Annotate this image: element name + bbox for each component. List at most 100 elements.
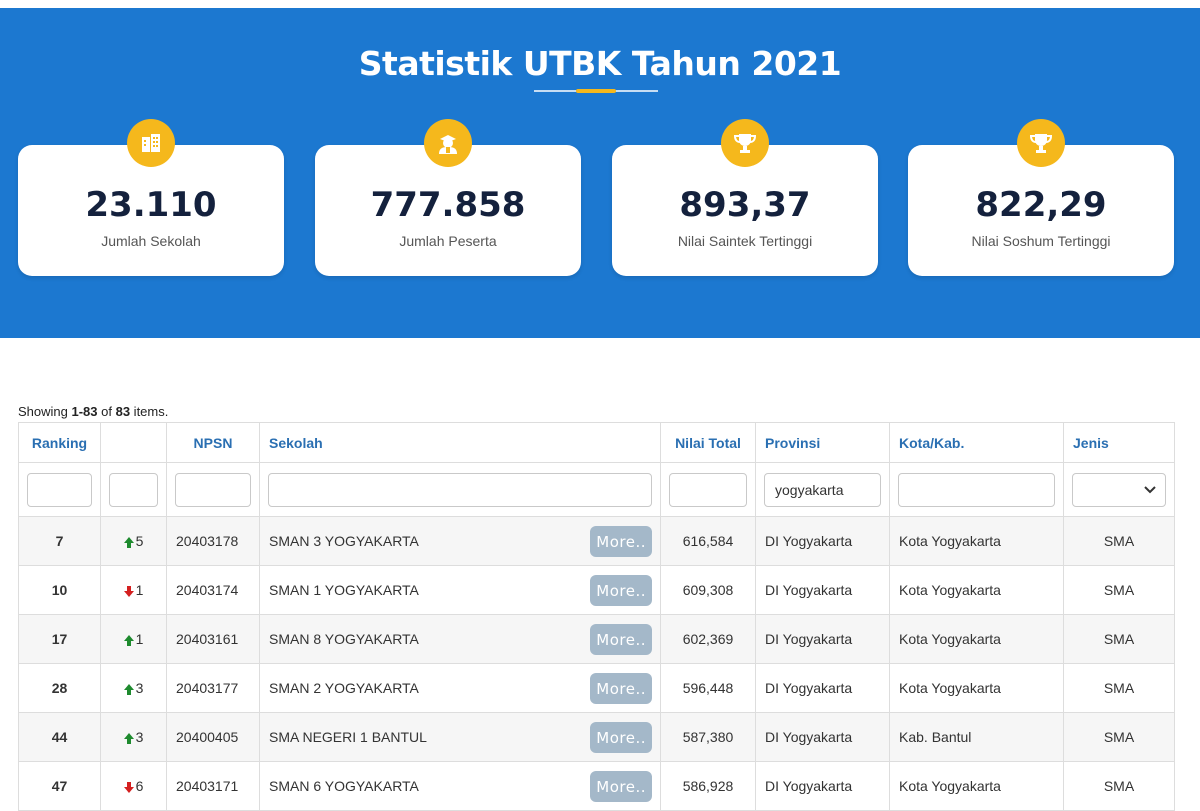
filter-cell xyxy=(889,462,1064,517)
page-title: Statistik UTBK Tahun 2021 xyxy=(358,44,842,83)
summary-total: 83 xyxy=(115,404,131,419)
arrow-down-icon xyxy=(123,585,134,597)
ranking-cell: 28 xyxy=(18,663,101,713)
column-header-npsn[interactable]: NPSN xyxy=(166,422,260,463)
jenis-cell: SMA xyxy=(1063,712,1175,762)
filter-cell xyxy=(1063,462,1175,517)
more-button[interactable]: More.. xyxy=(590,771,652,802)
nilai-total-filter-input[interactable] xyxy=(669,472,747,507)
kota-cell: Kota Yogyakarta xyxy=(889,565,1064,615)
rank-change: 1 xyxy=(135,631,144,647)
ranking-filter-input[interactable] xyxy=(27,472,92,507)
rank-change: 5 xyxy=(135,533,144,549)
nilai-total-cell: 616,584 xyxy=(660,516,756,566)
school-name: SMAN 8 YOGYAKARTA xyxy=(269,631,419,647)
table-row: 47 6 20403171 SMAN 6 YOGYAKARTA More.. 586,92… xyxy=(18,761,1175,811)
stat-label: Jumlah Peserta xyxy=(399,233,497,249)
arrow-down-icon xyxy=(123,781,134,793)
kota-cell: Kota Yogyakarta xyxy=(889,761,1064,811)
provinsi-cell: DI Yogyakarta xyxy=(755,761,890,811)
ranking-cell: 7 xyxy=(18,516,101,566)
table-row: 44 3 20400405 SMA NEGERI 1 BANTUL More.. 587,… xyxy=(18,712,1175,762)
more-button[interactable]: More.. xyxy=(590,722,652,753)
provinsi-filter-input[interactable] xyxy=(764,472,881,507)
trend-cell: 3 xyxy=(100,712,167,762)
jenis-cell: SMA xyxy=(1063,614,1175,664)
kota-cell: Kota Yogyakarta xyxy=(889,614,1064,664)
kota-filter-input[interactable] xyxy=(898,472,1055,507)
nilai-total-cell: 586,928 xyxy=(660,761,756,811)
provinsi-cell: DI Yogyakarta xyxy=(755,565,890,615)
arrow-up-icon xyxy=(123,683,134,695)
rank-change: 1 xyxy=(135,582,144,598)
stat-value: 777.858 xyxy=(370,185,526,225)
trend-cell: 5 xyxy=(100,516,167,566)
stat-card-schools: 23.110 Jumlah Sekolah xyxy=(18,119,284,276)
stat-label: Nilai Saintek Tertinggi xyxy=(677,233,813,249)
column-header-sekolah[interactable]: Sekolah xyxy=(259,422,661,463)
filter-cell xyxy=(259,462,661,517)
npsn-filter-input[interactable] xyxy=(175,472,251,507)
student-icon xyxy=(424,119,472,167)
filter-cell xyxy=(100,462,167,517)
school-name: SMA NEGERI 1 BANTUL xyxy=(269,729,427,745)
jenis-cell: SMA xyxy=(1063,516,1175,566)
kota-cell: Kab. Bantul xyxy=(889,712,1064,762)
table-row: 17 1 20403161 SMAN 8 YOGYAKARTA More.. 602,36… xyxy=(18,614,1175,664)
trend-filter-input[interactable] xyxy=(109,472,158,507)
more-button[interactable]: More.. xyxy=(590,624,652,655)
npsn-cell: 20403177 xyxy=(166,663,260,713)
column-header-jenis[interactable]: Jenis xyxy=(1063,422,1175,463)
trend-cell: 3 xyxy=(100,663,167,713)
stat-card-soshum: 822,29 Nilai Soshum Tertinggi xyxy=(908,119,1174,276)
ranking-cell: 17 xyxy=(18,614,101,664)
filter-cell xyxy=(755,462,890,517)
column-header-trend xyxy=(100,422,167,463)
npsn-cell: 20400405 xyxy=(166,712,260,762)
summary-prefix: Showing xyxy=(18,404,72,419)
more-button[interactable]: More.. xyxy=(590,673,652,704)
ranking-table: Ranking NPSN Sekolah Nilai Total Provins… xyxy=(18,422,1175,811)
jenis-cell: SMA xyxy=(1063,565,1175,615)
summary-suffix: items. xyxy=(130,404,169,419)
kota-cell: Kota Yogyakarta xyxy=(889,516,1064,566)
jenis-filter-select[interactable] xyxy=(1072,472,1166,507)
kota-cell: Kota Yogyakarta xyxy=(889,663,1064,713)
summary-middle: of xyxy=(97,404,116,419)
summary-range: 1-83 xyxy=(71,404,98,419)
trophy-icon xyxy=(721,119,769,167)
chevron-down-icon xyxy=(1144,485,1156,493)
stat-label: Jumlah Sekolah xyxy=(101,233,201,249)
column-header-provinsi[interactable]: Provinsi xyxy=(755,422,890,463)
sekolah-filter-input[interactable] xyxy=(268,472,652,507)
nilai-total-cell: 587,380 xyxy=(660,712,756,762)
table-row: 10 1 20403174 SMAN 1 YOGYAKARTA More.. 609,30… xyxy=(18,565,1175,615)
title-divider-accent xyxy=(576,89,616,93)
column-header-nilai-total[interactable]: Nilai Total xyxy=(660,422,756,463)
provinsi-cell: DI Yogyakarta xyxy=(755,614,890,664)
stat-value: 822,29 xyxy=(975,185,1107,225)
stat-value: 23.110 xyxy=(85,185,217,225)
rank-change: 6 xyxy=(135,778,144,794)
nilai-total-cell: 602,369 xyxy=(660,614,756,664)
table-header-row: Ranking NPSN Sekolah Nilai Total Provins… xyxy=(18,422,1175,463)
npsn-cell: 20403174 xyxy=(166,565,260,615)
arrow-up-icon xyxy=(123,634,134,646)
column-header-ranking[interactable]: Ranking xyxy=(18,422,101,463)
sekolah-cell: SMAN 3 YOGYAKARTA More.. xyxy=(259,516,661,566)
more-button[interactable]: More.. xyxy=(590,526,652,557)
column-header-kota[interactable]: Kota/Kab. xyxy=(889,422,1064,463)
ranking-cell: 44 xyxy=(18,712,101,762)
filter-row xyxy=(18,462,1175,517)
school-name: SMAN 2 YOGYAKARTA xyxy=(269,680,419,696)
stat-card-participants: 777.858 Jumlah Peserta xyxy=(315,119,581,276)
more-button[interactable]: More.. xyxy=(590,575,652,606)
filter-cell xyxy=(660,462,756,517)
jenis-cell: SMA xyxy=(1063,663,1175,713)
npsn-cell: 20403161 xyxy=(166,614,260,664)
provinsi-cell: DI Yogyakarta xyxy=(755,663,890,713)
npsn-cell: 20403171 xyxy=(166,761,260,811)
stats-banner: Statistik UTBK Tahun 2021 23.110 Jumlah … xyxy=(0,8,1200,338)
filter-cell xyxy=(166,462,260,517)
arrow-up-icon xyxy=(123,732,134,744)
